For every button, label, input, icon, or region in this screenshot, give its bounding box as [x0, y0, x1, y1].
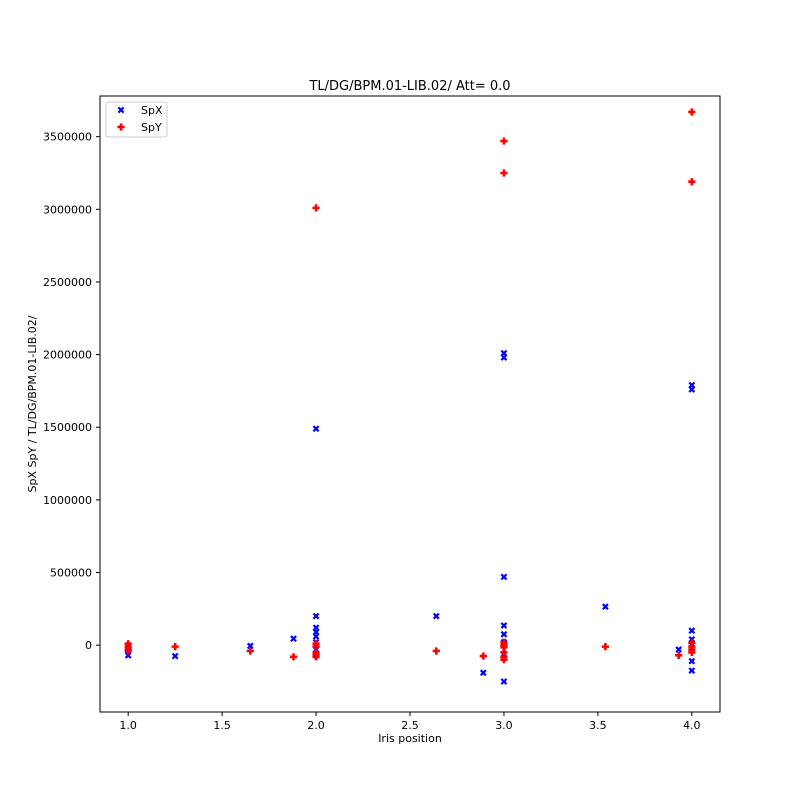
y-tick-label: 500000: [50, 567, 92, 580]
data-point-spy: [688, 648, 696, 657]
data-point-spx: [171, 652, 179, 660]
y-tick-label: 1000000: [43, 494, 92, 507]
data-point-spy: [500, 648, 508, 657]
legend-marker-spx: [117, 106, 125, 114]
data-point-spx: [312, 425, 320, 433]
plot-points: [124, 108, 696, 685]
x-tick-label: 3.5: [589, 719, 607, 732]
data-point-spy: [688, 108, 696, 116]
x-tick-label: 1.0: [119, 719, 137, 732]
data-point-spy: [432, 647, 440, 655]
data-point-spy: [675, 651, 683, 659]
data-point-spx: [479, 669, 487, 677]
data-point-spx: [688, 627, 696, 635]
data-point-spx: [688, 635, 696, 643]
data-point-spy: [500, 137, 508, 145]
data-point-spy: [688, 639, 696, 647]
plot-frame: [99, 95, 721, 713]
data-point-spy: [500, 169, 508, 177]
x-tick-label: 1.5: [213, 719, 231, 732]
data-point-spy: [688, 178, 696, 186]
data-point-spy: [500, 643, 508, 651]
data-point-spx: [500, 678, 508, 685]
y-tick-label: 2000000: [43, 349, 92, 362]
x-tick-label: 2.5: [401, 719, 419, 732]
data-point-spy: [500, 656, 508, 664]
chart-title: TL/DG/BPM.01-LIB.02/ Att= 0.0: [308, 79, 510, 94]
data-point-spx: [602, 603, 609, 611]
legend: SpX SpY: [105, 101, 168, 138]
data-point-spy: [171, 643, 179, 651]
data-point-spy: [479, 652, 487, 660]
x-tick-label: 2.0: [307, 719, 325, 732]
y-tick-label: 3000000: [43, 203, 92, 216]
data-point-spx: [500, 354, 508, 361]
data-point-spy: [312, 204, 320, 212]
data-point-spx: [688, 667, 696, 674]
data-point-spx: [432, 612, 440, 620]
data-point-spx: [500, 630, 508, 638]
data-point-spy: [246, 647, 254, 655]
y-tick-label: 3500000: [43, 131, 92, 144]
legend-label-spy: SpY: [141, 121, 162, 134]
x-axis-label: Iris position: [378, 732, 442, 745]
data-point-spx: [675, 646, 683, 653]
data-point-spx: [688, 386, 696, 393]
data-point-spy: [312, 653, 320, 661]
data-point-spy: [124, 647, 132, 655]
x-axis: 1.0 1.5 2.0 2.5 3.0 3.5 4.0: [119, 712, 701, 732]
legend-label-spx: SpX: [141, 104, 163, 117]
data-point-spy: [312, 643, 320, 651]
y-tick-label: 0: [85, 639, 92, 652]
data-point-spy: [601, 643, 609, 651]
series-spy: [124, 108, 696, 664]
data-point-spy: [289, 653, 298, 661]
legend-marker-spy: [117, 123, 125, 131]
y-tick-label: 1500000: [43, 421, 92, 434]
x-tick-label: 4.0: [683, 719, 701, 732]
data-point-spx: [688, 657, 696, 665]
data-point-spx: [290, 635, 297, 643]
y-axis-label: SpX SpY / TL/DG/BPM.01-LIB.02/: [26, 315, 39, 492]
y-tick-label: 2500000: [43, 276, 92, 289]
data-point-spx: [312, 633, 320, 640]
data-point-spx: [246, 642, 254, 650]
x-tick-label: 3.0: [495, 719, 513, 732]
data-point-spx: [500, 573, 508, 581]
data-point-spx: [500, 622, 508, 629]
data-point-spx: [312, 612, 320, 620]
y-axis: 0 500000 1000000 1500000 2000000 2500000 30000…: [43, 131, 100, 652]
